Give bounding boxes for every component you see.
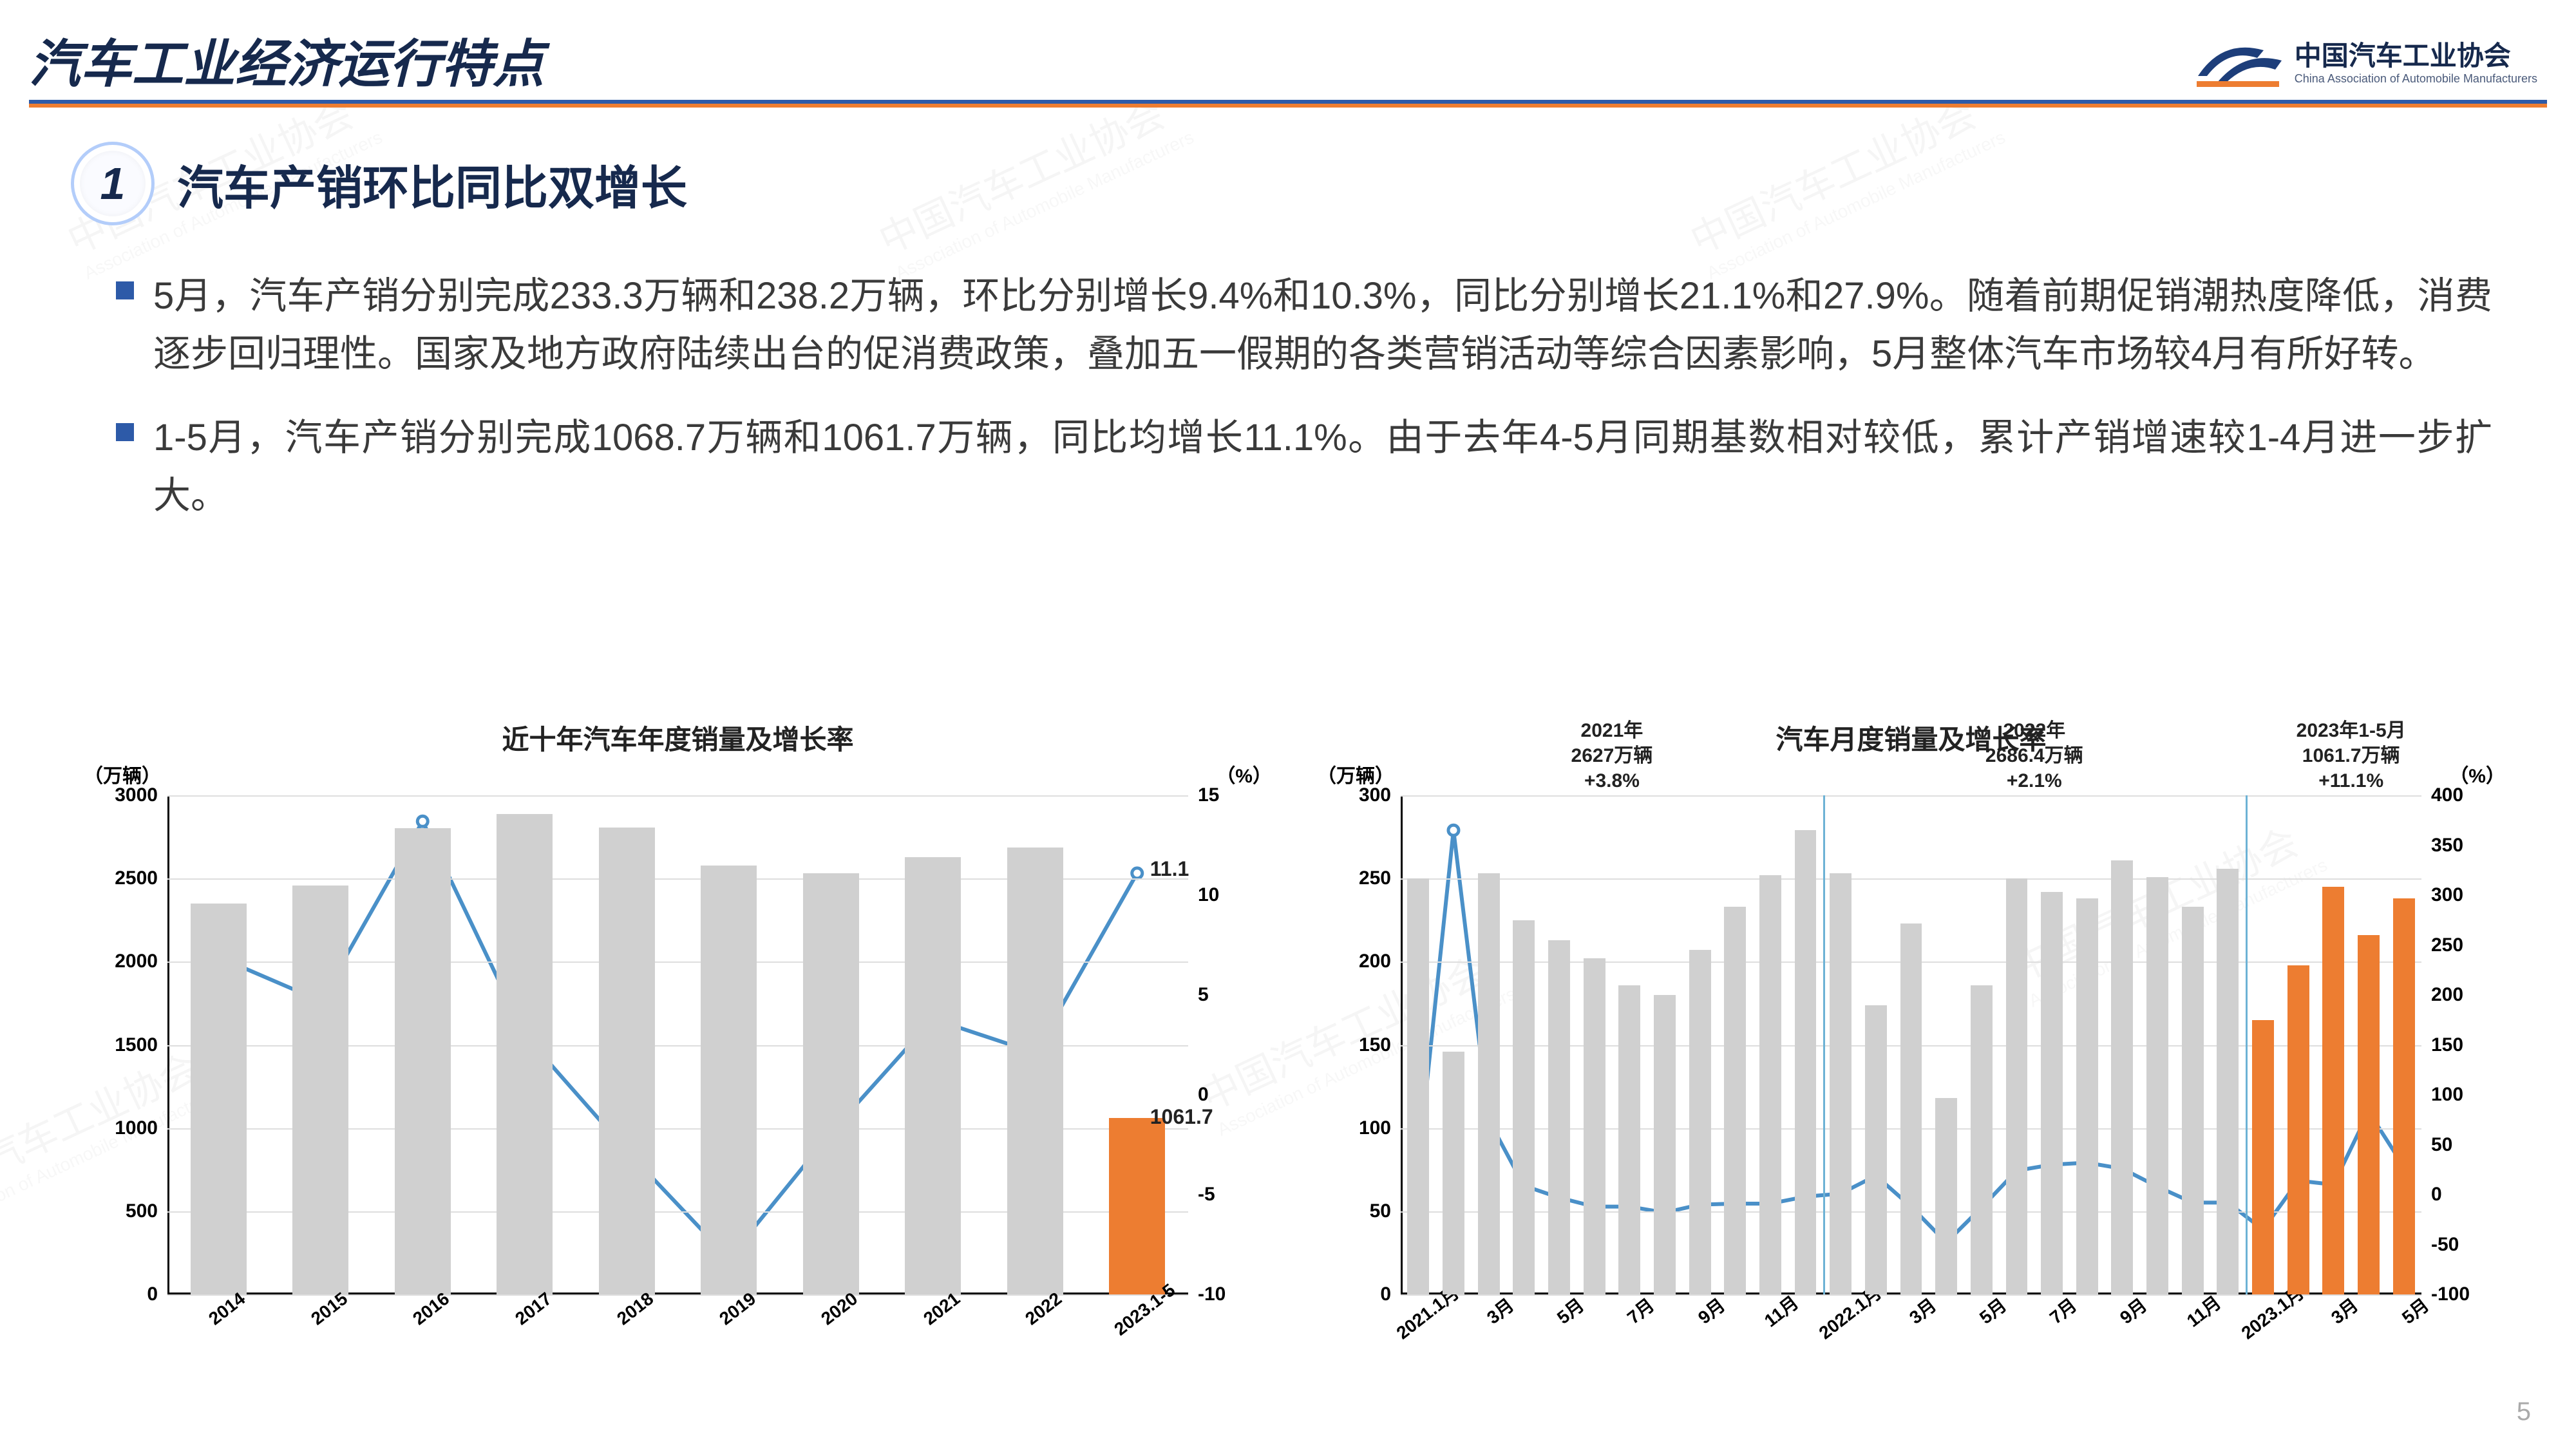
chart-title: 近十年汽车年度销量及增长率 xyxy=(84,718,1272,757)
bullet-item: 1-5月，汽车产销分别完成1068.7万辆和1061.7万辆，同比均增长11.1… xyxy=(116,409,2492,525)
page-number: 5 xyxy=(2517,1397,2531,1426)
section-header: 1 汽车产销环比同比双增长 xyxy=(74,145,687,222)
section-number-badge: 1 xyxy=(74,145,151,222)
org-name-cn: 中国汽车工业协会 xyxy=(2295,40,2537,72)
logo-mark-icon xyxy=(2193,32,2283,93)
annual-sales-chart: 近十年汽车年度销量及增长率 （万辆） （%） 05001000150020002… xyxy=(84,718,1272,1391)
header-rule-orange xyxy=(29,104,2547,108)
org-logo: 中国汽车工业协会 China Association of Automobile… xyxy=(2193,32,2537,93)
y-right-unit: （%） xyxy=(1216,760,1272,788)
bullet-list: 5月，汽车产销分别完成233.3万辆和238.2万辆，环比分别增长9.4%和10… xyxy=(116,267,2492,551)
monthly-sales-chart: 汽车月度销量及增长率 （万辆） （%） 050100150200250300-1… xyxy=(1317,718,2505,1391)
page-title: 汽车工业经济运行特点 xyxy=(29,23,544,97)
bullet-item: 5月，汽车产销分别完成233.3万辆和238.2万辆，环比分别增长9.4%和10… xyxy=(116,267,2492,383)
section-title: 汽车产销环比同比双增长 xyxy=(177,150,687,218)
org-name-en: China Association of Automobile Manufact… xyxy=(2295,72,2537,86)
